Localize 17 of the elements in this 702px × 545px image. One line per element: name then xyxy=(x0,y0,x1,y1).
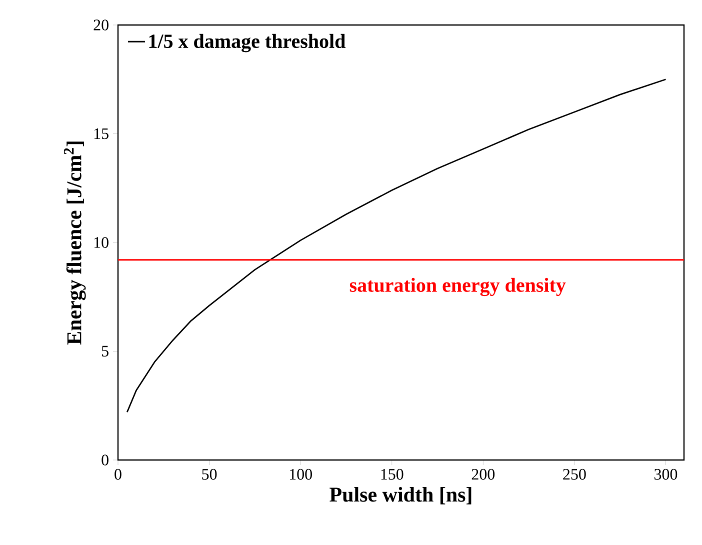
x-tick-label: 0 xyxy=(114,468,122,480)
y-tick-label: 20 xyxy=(94,20,108,30)
y-axis-title: Energy fluence [J/cm$^{2}$] xyxy=(64,142,86,345)
y-tick-label: 10 xyxy=(94,237,108,248)
x-tick-label: 300 xyxy=(654,468,678,480)
y-tick-label: 15 xyxy=(94,128,108,140)
ref-line-label: saturation energy density xyxy=(350,278,566,296)
y-tick-label: 0 xyxy=(102,454,108,466)
x-tick-label: 200 xyxy=(472,468,495,480)
legend-label: 1/5 x damage threshold xyxy=(149,34,346,52)
x-tick-label: 250 xyxy=(563,468,586,480)
line-series xyxy=(126,78,666,413)
y-tick-label: 5 xyxy=(102,346,108,357)
x-tick-label: 100 xyxy=(290,468,312,480)
x-tick-label: 150 xyxy=(381,468,404,480)
x-axis-title: Pulse width [ns] xyxy=(330,486,472,504)
x-tick-label: 50 xyxy=(202,468,217,480)
